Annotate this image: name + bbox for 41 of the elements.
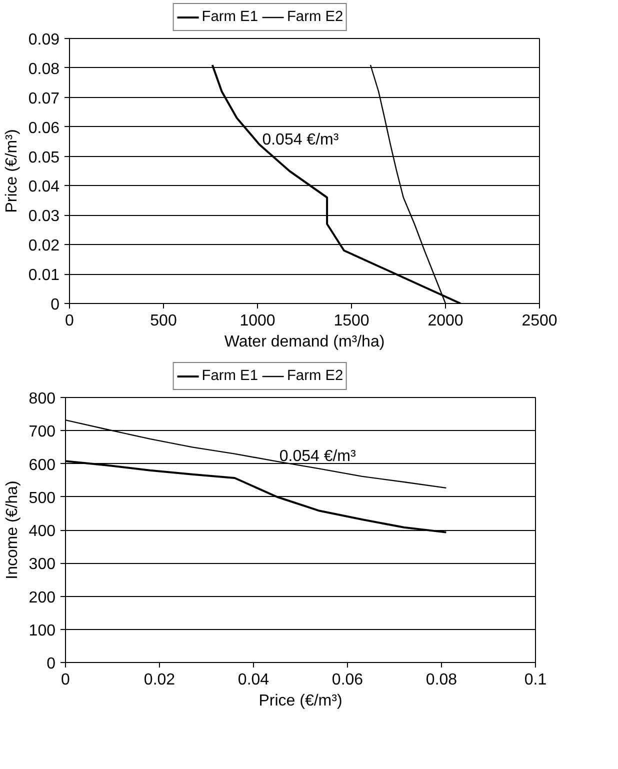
y-tick-label: 0.09: [28, 32, 60, 48]
y-tick-label: 400: [28, 523, 56, 540]
x-axis-title: Water demand (m³/ha): [224, 334, 385, 350]
y-tick-label: 700: [28, 424, 56, 441]
x-tick-label: 0.06: [332, 672, 364, 688]
y-tick-label: 300: [28, 556, 56, 574]
legend-label: Farm E1: [202, 9, 258, 25]
y-tick-label: 100: [28, 622, 56, 640]
y-axis-title: Income (€/ha): [4, 480, 21, 580]
annotation: 0.054 €/m³: [262, 131, 340, 148]
y-tick-label: 0.07: [28, 90, 60, 108]
x-tick-label: 0.04: [238, 672, 270, 688]
y-tick-label: 500: [28, 490, 56, 507]
legend-label: Farm E2: [286, 368, 344, 384]
x-tick-label: 0.1: [524, 672, 547, 688]
y-tick-label: 0.03: [28, 208, 60, 226]
x-tick-label: 1000: [240, 312, 276, 330]
y-axis-title: Price (€/m³): [3, 129, 20, 213]
x-tick-label: 0.08: [426, 672, 458, 688]
x-tick-label: 0.02: [144, 672, 176, 688]
y-tick-label: 0.06: [28, 120, 60, 137]
y-tick-label: 0: [50, 296, 60, 314]
x-tick-label: 2000: [428, 312, 464, 330]
x-tick-label: 2500: [522, 312, 558, 330]
legend-label: Farm E2: [286, 9, 344, 25]
x-axis-title: Price (€/m³): [258, 692, 342, 710]
x-tick-label: 0: [61, 672, 70, 688]
y-tick-label: 0.02: [28, 238, 60, 255]
y-tick-label: 800: [28, 390, 56, 408]
y-tick-label: 600: [28, 456, 56, 474]
y-tick-label: 0.01: [28, 267, 60, 284]
y-tick-label: 0: [46, 656, 56, 672]
x-tick-label: 500: [150, 312, 177, 330]
x-tick-label: 1500: [334, 312, 370, 330]
y-tick-label: 0.05: [28, 149, 60, 166]
y-tick-label: 0.04: [28, 178, 60, 196]
annotation: 0.054 €/m³: [279, 448, 357, 466]
x-tick-label: 0: [65, 312, 74, 330]
y-tick-label: 200: [28, 589, 56, 606]
y-tick-label: 0.08: [28, 60, 60, 78]
legend-label: Farm E1: [202, 368, 258, 384]
